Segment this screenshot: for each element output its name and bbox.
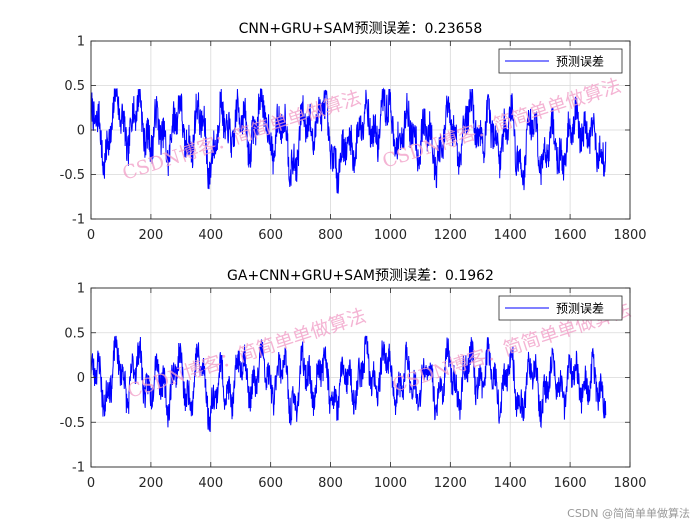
series-line-1 [90, 87, 607, 194]
x-tick-label: 600 [258, 228, 283, 243]
x-tick-label: 1000 [374, 476, 407, 491]
x-tick-label: 1600 [554, 228, 587, 243]
footer-watermark: CSDN @简简单单做算法 [567, 507, 690, 520]
chart-title: GA+CNN+GRU+SAM预测误差：0.1962 [227, 268, 494, 284]
y-tick-label: -1 [72, 461, 85, 476]
x-tick-label: 1000 [374, 228, 407, 243]
x-tick-label: 800 [318, 228, 343, 243]
y-tick-label: 0 [77, 124, 85, 139]
x-tick-label: 1600 [554, 476, 587, 491]
x-tick-label: 400 [198, 476, 223, 491]
x-tick-label: 200 [138, 476, 163, 491]
x-tick-label: 1800 [613, 228, 646, 243]
series-line-1 [90, 335, 607, 433]
x-tick-label: 1400 [494, 228, 527, 243]
x-tick-label: 1200 [434, 476, 467, 491]
legend-label: 预测误差 [556, 55, 604, 69]
x-tick-label: 600 [258, 476, 283, 491]
x-tick-label: 1200 [434, 228, 467, 243]
y-tick-label: 0.5 [64, 79, 85, 94]
y-tick-label: 1 [77, 35, 85, 50]
chart-title: CNN+GRU+SAM预测误差：0.23658 [239, 21, 483, 37]
y-tick-label: 1 [77, 282, 85, 297]
x-tick-label: 0 [87, 228, 95, 243]
x-tick-label: 400 [198, 228, 223, 243]
y-tick-label: -0.5 [60, 416, 85, 431]
y-tick-label: 0 [77, 371, 85, 386]
x-tick-label: 1800 [613, 476, 646, 491]
x-tick-label: 200 [138, 228, 163, 243]
y-tick-label: -0.5 [60, 168, 85, 183]
y-tick-label: -1 [72, 213, 85, 228]
x-tick-label: 800 [318, 476, 343, 491]
x-tick-label: 1400 [494, 476, 527, 491]
y-tick-label: 0.5 [64, 326, 85, 341]
x-tick-label: 0 [87, 476, 95, 491]
legend-label: 预测误差 [556, 302, 604, 316]
